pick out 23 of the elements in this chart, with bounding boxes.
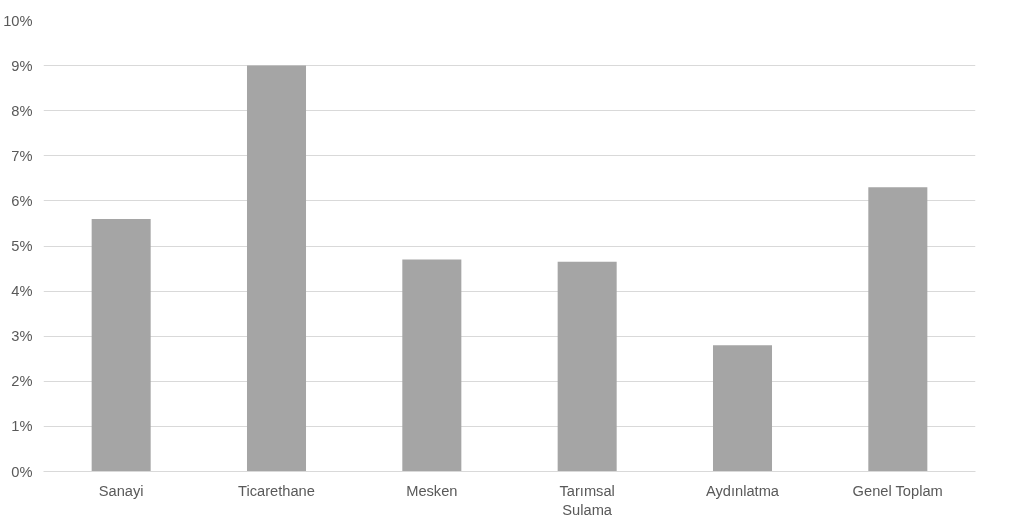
bar	[557, 261, 617, 472]
y-tick-label: 8%	[11, 102, 33, 119]
bar	[246, 65, 307, 472]
x-tick-label: Tarımsal Sulama	[559, 482, 615, 518]
y-tick-label: 1%	[11, 418, 33, 435]
y-tick-label: 5%	[11, 238, 33, 254]
x-tick-label: Aydınlatma	[705, 482, 780, 499]
y-tick-label: 9%	[11, 57, 33, 74]
bar	[91, 218, 151, 472]
x-tick-label: Mesken	[406, 482, 458, 499]
y-tick-label: 2%	[11, 373, 33, 390]
y-tick-label: 4%	[11, 283, 33, 300]
y-tick-label: 10%	[3, 12, 33, 29]
x-tick-label: Genel Toplam	[852, 482, 943, 499]
x-tick-label: Sanayi	[98, 482, 144, 499]
y-tick-label: 6%	[11, 192, 33, 209]
x-tick-label: Ticarethane	[238, 482, 315, 499]
y-tick-label: 0%	[11, 463, 33, 480]
bar	[868, 187, 928, 472]
bar	[402, 259, 462, 472]
y-tick-label: 3%	[11, 328, 33, 345]
y-tick-label: 7%	[11, 147, 33, 164]
bar	[712, 345, 773, 472]
